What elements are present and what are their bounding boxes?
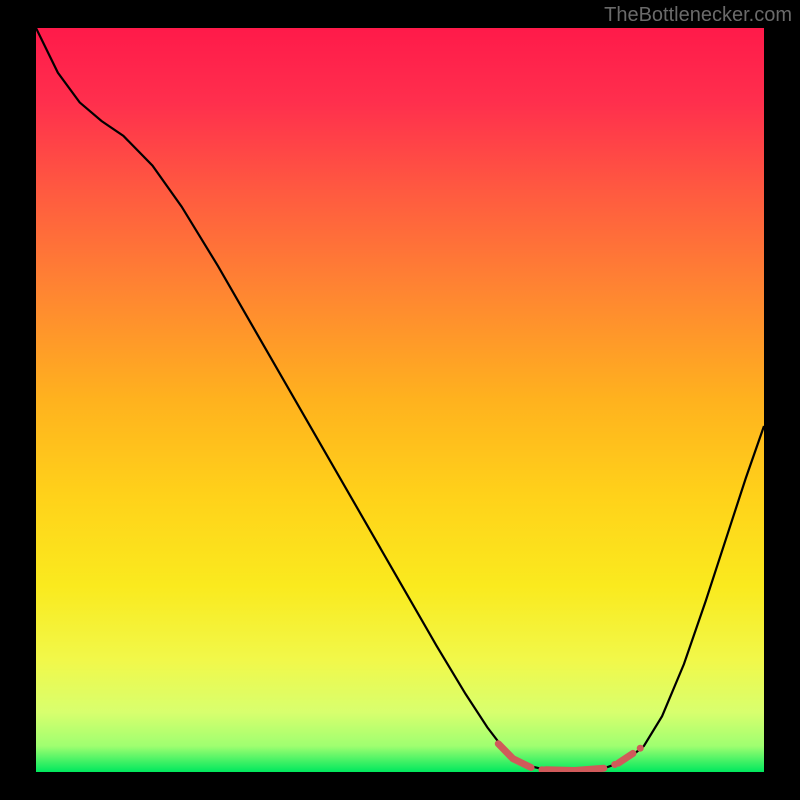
highlight-group — [498, 744, 643, 772]
watermark-text: TheBottlenecker.com — [604, 4, 792, 27]
highlight-dot — [611, 761, 618, 768]
curve-overlay — [36, 28, 764, 772]
highlight-dot — [637, 745, 644, 752]
highlight-segment — [618, 753, 633, 763]
main-curve — [36, 28, 764, 771]
highlight-segment — [546, 768, 604, 770]
plot-area — [36, 28, 764, 772]
highlight-segment — [498, 744, 531, 768]
